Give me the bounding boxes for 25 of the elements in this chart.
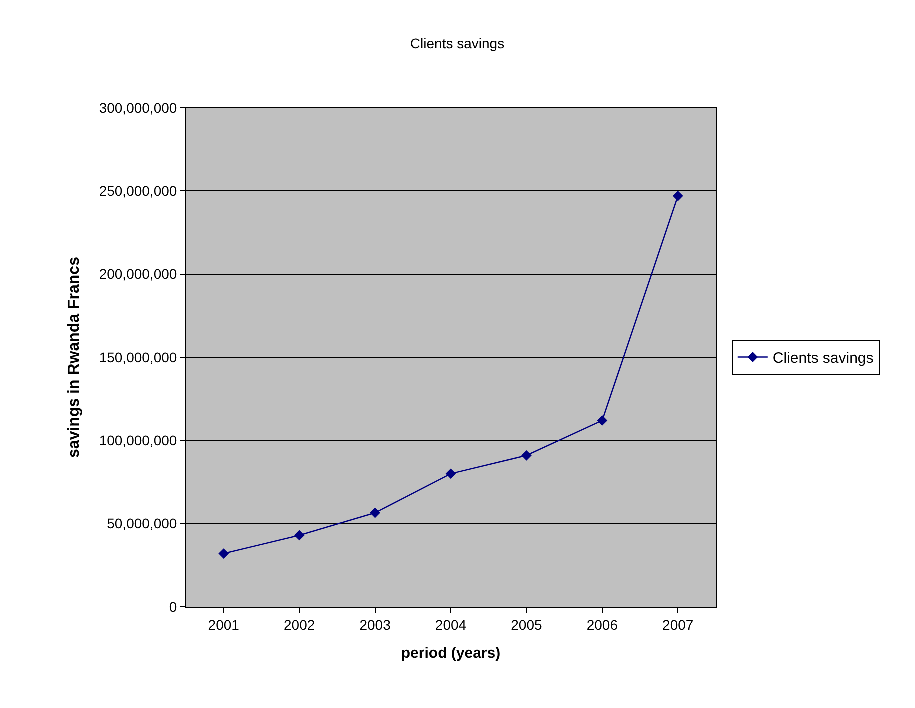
- point: [672, 190, 684, 202]
- x-tick-label: 2001: [208, 616, 240, 633]
- y-axis-title: savings in Rwanda Francs: [66, 256, 84, 458]
- point: [597, 416, 608, 426]
- x-axis-title: period (years): [401, 644, 501, 662]
- x-tick-label: 2006: [586, 616, 618, 633]
- x-tick-label: 2004: [435, 616, 467, 633]
- y-tick-label: 150,000,000: [99, 349, 178, 366]
- y-tick-label: 0: [169, 598, 178, 615]
- legend-label: Clients savings: [772, 350, 874, 368]
- y-tick-label: 250,000,000: [99, 183, 178, 200]
- point: [294, 530, 305, 541]
- point: [218, 548, 230, 559]
- point: [370, 508, 380, 518]
- x-tick-label: 2005: [511, 616, 542, 633]
- y-tick-label: 100,000,000: [99, 432, 178, 449]
- point: [446, 468, 456, 480]
- y-tick-label: 50,000,000: [107, 516, 178, 532]
- point: [522, 450, 532, 461]
- y-tick-label: 200,000,000: [99, 266, 178, 282]
- x-tick-label: 2002: [284, 616, 316, 633]
- x-tick-label: 2007: [662, 616, 694, 633]
- chart-title: Clients savings: [410, 36, 505, 52]
- x-tick-label: 2003: [360, 616, 392, 633]
- y-tick-label: 300,000,000: [99, 100, 178, 116]
